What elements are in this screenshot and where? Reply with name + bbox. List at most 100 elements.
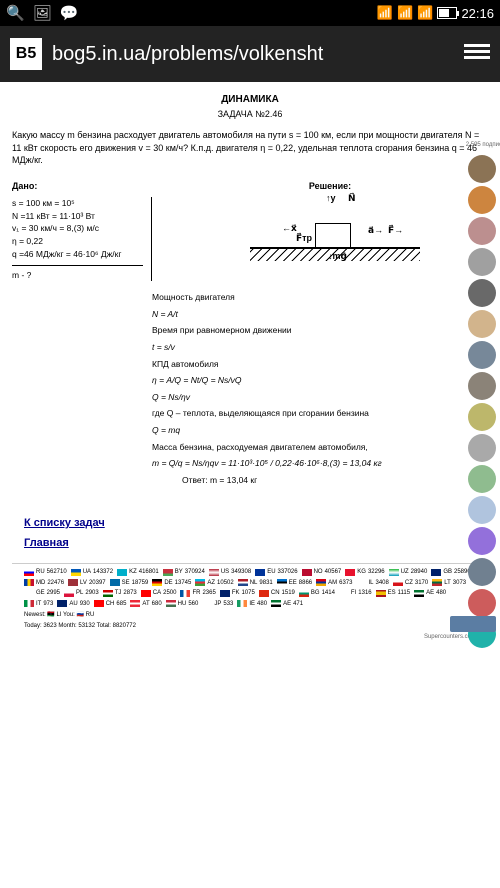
flag-item: JP 533 [202, 600, 233, 608]
flag-item: AU 930 [57, 600, 89, 608]
flag-item: CN 1519 [259, 589, 295, 597]
image-icon: 🖼 [33, 4, 52, 22]
nav-links: К списку задач Главная [12, 517, 488, 549]
vk-avatar[interactable] [468, 248, 496, 276]
problem-number: ЗАДАЧА №2.46 [12, 109, 488, 119]
formula: Q = mq [152, 424, 488, 438]
flag-item: US 349308 [209, 568, 251, 576]
vk-avatar[interactable] [468, 186, 496, 214]
vk-avatar[interactable] [468, 403, 496, 431]
signal-icon-1: 📶 [397, 5, 413, 21]
vk-avatar[interactable] [468, 527, 496, 555]
flag-item: AZ 10502 [195, 579, 233, 587]
flag-item: NL 9831 [238, 579, 273, 587]
clock: 22:16 [461, 6, 494, 21]
vk-avatar[interactable] [468, 372, 496, 400]
formula: m = Q/q = Ns/ηqv = 11·10³·10⁵ / 0,22·46·… [152, 457, 488, 471]
given-line: η = 0,22 [12, 235, 143, 248]
vk-avatar[interactable] [468, 341, 496, 369]
given-title: Дано: [12, 181, 152, 191]
page-title: ДИНАМИКА [12, 94, 488, 105]
flag-item: HU 560 [166, 600, 199, 608]
webpage-content: ДИНАМИКА ЗАДАЧА №2.46 Какую массу m бенз… [0, 82, 500, 888]
home-link[interactable]: Главная [24, 537, 488, 549]
given-line: s = 100 км = 10⁵ [12, 197, 143, 210]
visitor-counter: RU 562710 UA 143372 KZ 416801 BY 370924 US 3… [12, 563, 488, 645]
flag-item: KZ 416801 [117, 568, 159, 576]
solution-text: Масса бензина, расходуемая двигателем ав… [152, 441, 488, 455]
solution-body: Мощность двигателя N = A/t Время при рав… [12, 291, 488, 487]
subscriber-count: 2 595 подпис [462, 142, 500, 148]
site-logo[interactable]: B5 [10, 38, 42, 70]
flag-item: PL 2903 [64, 589, 99, 597]
solution-section: Решение: ↑y N⃗ ←x⃗ F⃗тр a⃗→ F⃗→ ↓mg⃗ [172, 181, 488, 282]
vk-avatar[interactable] [468, 217, 496, 245]
flag-item: EU 337026 [255, 568, 297, 576]
android-status-bar: 🔍 🖼 💬 📶 📶 📶 22:16 [0, 0, 500, 26]
given-line: q =46 МДж/кг = 46·10⁶ Дж/кг [12, 248, 143, 261]
flag-item: BG 1414 [299, 589, 335, 597]
vk-avatar[interactable] [468, 279, 496, 307]
flag-item: DE 13745 [152, 579, 191, 587]
given-section: Дано: s = 100 км = 10⁵ N =11 кВт = 11·10… [12, 181, 152, 282]
formula: t = s/v [152, 341, 488, 355]
flag-item: AE 471 [271, 600, 303, 608]
problem-statement: Какую массу m бензина расходует двигател… [12, 129, 488, 167]
counter-totals: Today: 3623 Month: 53132 Total: 8820772 [24, 622, 476, 630]
force-diagram: ↑y N⃗ ←x⃗ F⃗тр a⃗→ F⃗→ ↓mg⃗ [240, 197, 420, 267]
vk-avatar[interactable] [468, 465, 496, 493]
flag-item: AE 480 [414, 589, 446, 597]
flag-item: KG 32296 [345, 568, 384, 576]
given-question: m - ? [12, 265, 143, 282]
signal-icon-2: 📶 [417, 5, 433, 21]
tabs-icon[interactable] [464, 44, 490, 64]
flag-item: UA 143372 [71, 568, 113, 576]
url-bar[interactable]: bog5.in.ua/problems/volkensht [52, 43, 454, 66]
vk-avatar[interactable] [468, 310, 496, 338]
flag-item: MD 22476 [24, 579, 64, 587]
flag-item: FR 2365 [180, 589, 215, 597]
solution-title: Решение: [172, 181, 488, 191]
formula: Q = Ns/ηv [152, 391, 488, 405]
wifi-icon: 📶 [377, 5, 393, 21]
flag-item: IE 480 [237, 600, 267, 608]
browser-toolbar: B5 bog5.in.ua/problems/volkensht [0, 26, 500, 82]
flag-item: LV 20397 [68, 579, 106, 587]
flag-item: AM 6373 [316, 579, 352, 587]
given-line: v₁ = 30 км/ч = 8,(3) м/с [12, 222, 143, 235]
flag-item: ES 1115 [376, 589, 410, 597]
counter-attribution[interactable]: Supercounters.com [24, 633, 476, 641]
solution-text: КПД автомобиля [152, 358, 488, 372]
solution-text: Мощность двигателя [152, 291, 488, 305]
flag-item: NO 40567 [302, 568, 342, 576]
given-line: N =11 кВт = 11·10³ Вт [12, 210, 143, 223]
vk-avatar[interactable] [468, 496, 496, 524]
vk-avatar[interactable] [468, 589, 496, 617]
counter-newest: Newest: 🇱🇾 LI You: 🇷🇺 RU [24, 611, 476, 619]
flag-item: IT 973 [24, 600, 53, 608]
solution-text: где Q – теплота, выделяющаяся при сгоран… [152, 407, 488, 421]
vk-avatar[interactable] [468, 434, 496, 462]
flag-item: CH 685 [94, 600, 127, 608]
formula: η = A/Q = Nt/Q = Ns/vQ [152, 374, 488, 388]
flag-item: LT 3073 [432, 579, 466, 587]
flag-item: IL 3408 [356, 579, 388, 587]
back-to-list-link[interactable]: К списку задач [24, 517, 488, 529]
battery-icon [437, 7, 457, 19]
vk-subscribe-button[interactable] [450, 616, 496, 632]
flag-item: CA 2500 [141, 589, 177, 597]
vk-avatar[interactable] [468, 558, 496, 586]
flag-item: GE 2995 [24, 589, 60, 597]
flag-item: FK 1075 [220, 589, 255, 597]
formula: N = A/t [152, 308, 488, 322]
vk-avatar[interactable] [468, 155, 496, 183]
sms-icon: 💬 [60, 4, 79, 22]
flag-item: SE 18759 [110, 579, 149, 587]
flag-item: TJ 2873 [103, 589, 137, 597]
search-icon: 🔍 [6, 4, 25, 22]
flag-item: BY 370924 [163, 568, 205, 576]
flag-item: EE 8866 [277, 579, 312, 587]
flag-item: RU 562710 [24, 568, 67, 576]
flag-item: FI 1316 [339, 589, 372, 597]
solution-text: Время при равномерном движении [152, 324, 488, 338]
